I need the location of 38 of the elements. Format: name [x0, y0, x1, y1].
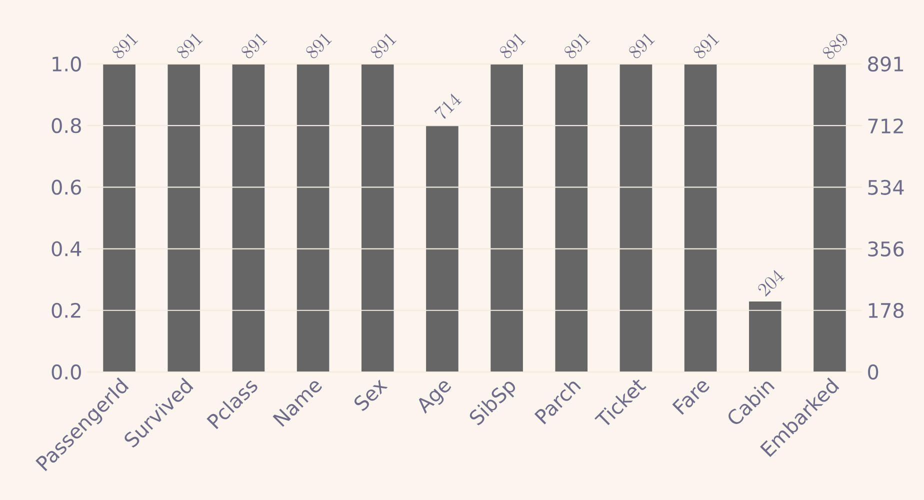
bar: [426, 125, 458, 372]
data-label: 891: [306, 34, 332, 58]
bar: [296, 64, 330, 372]
y-tick-label: 0.0: [52, 364, 81, 380]
y-tick-label: 0.8: [52, 118, 81, 134]
bar: [168, 64, 200, 372]
y2-tick-label: 534: [868, 180, 904, 195]
data-label: 891: [694, 34, 720, 58]
bar: [103, 64, 136, 372]
data-label: 891: [564, 34, 590, 58]
x-tick-label: Age: [418, 381, 452, 414]
bar: [361, 64, 394, 372]
x-tick-label: Sex: [354, 380, 388, 411]
bar: [814, 64, 846, 372]
data-label: 891: [177, 34, 203, 58]
y2-tick-label: 356: [868, 241, 904, 257]
y2-tick-label: 0: [868, 364, 878, 380]
bar: [684, 64, 717, 372]
y-tick-label: 0.4: [52, 241, 82, 256]
data-label: 204: [758, 270, 785, 297]
data-label: 891: [629, 34, 655, 58]
bar: [620, 64, 652, 372]
y-tick-label: 0.2: [52, 302, 80, 318]
bar: [232, 64, 265, 372]
y-tick-label: 0.6: [52, 180, 82, 195]
data-label: 714: [434, 94, 462, 119]
bar: [555, 64, 588, 372]
y-tick-label: 1.0: [52, 56, 81, 72]
data-label: 891: [370, 34, 396, 58]
data-label: 891: [242, 34, 268, 58]
bar: [748, 301, 782, 372]
data-label: 891: [500, 34, 526, 58]
y2-tick-label: 712: [868, 118, 903, 134]
y2-tick-label: 178: [868, 302, 904, 318]
data-label: 889: [822, 34, 848, 59]
y2-tick-label: 891: [868, 56, 904, 72]
bar: [490, 64, 523, 372]
data-label: 891: [112, 34, 138, 58]
